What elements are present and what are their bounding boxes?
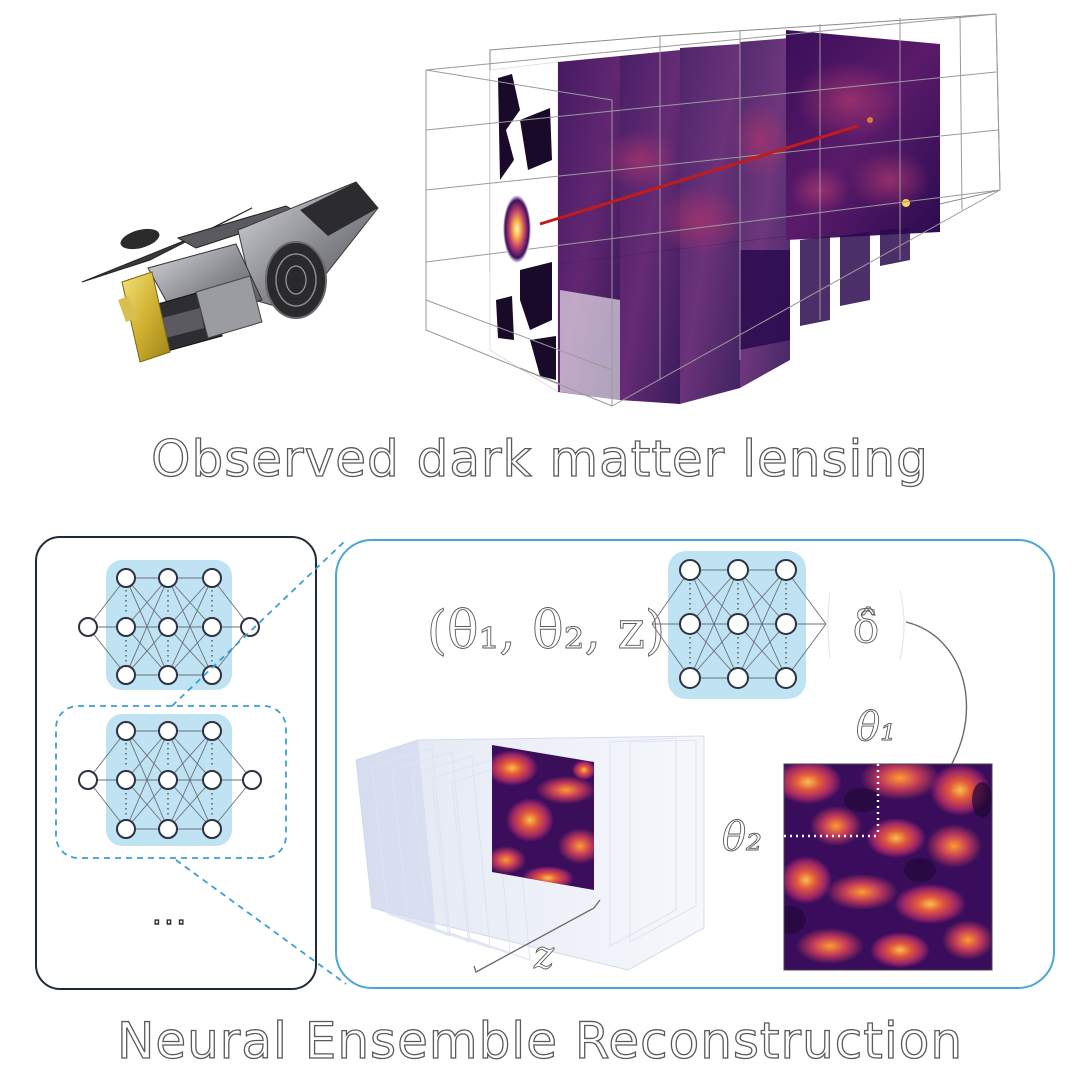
box-grid: [425, 13, 1001, 407]
selected-network-frame: [55, 705, 287, 859]
space-telescope-icon: [81, 181, 379, 363]
density-volume: [355, 735, 705, 973]
ensemble-ellipsis: ...: [152, 894, 189, 932]
network-2-icon: [78, 714, 262, 846]
z-label: z: [533, 933, 555, 977]
theta1-label: θ₁: [856, 704, 896, 750]
zoom-line-bottom: [175, 859, 347, 985]
input-coordinates: (θ₁, θ₂, z): [427, 601, 665, 661]
network-detail-icon: [651, 551, 827, 699]
theta2-label: θ₂: [722, 814, 762, 860]
zoom-line-top: [171, 539, 347, 707]
density-slices: [489, 30, 940, 404]
density-map: [783, 763, 993, 971]
lightcone-box: [425, 13, 1001, 407]
title-neural-ensemble: Neural Ensemble Reconstruction: [116, 1011, 964, 1070]
network-1-icon: [78, 560, 260, 690]
light-ray: [539, 124, 859, 226]
title-observed-lensing: Observed dark matter lensing: [150, 429, 929, 488]
source-galaxy: [503, 195, 531, 263]
output-density: δ̂: [853, 602, 880, 653]
